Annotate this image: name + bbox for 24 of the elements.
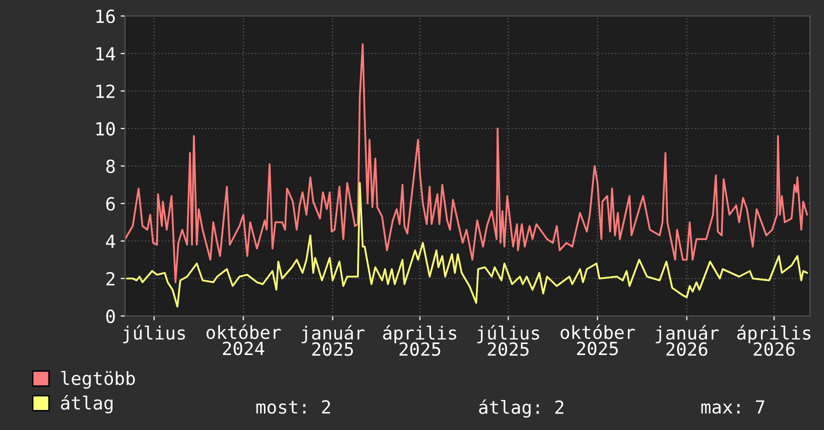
x-tick-label: január 2026	[656, 325, 719, 356]
x-tick-label: április 2026	[737, 325, 810, 356]
x-tick-label: április 2025	[383, 325, 456, 356]
x-tick-label: július 2025	[477, 325, 540, 356]
text: most: 2	[256, 400, 330, 414]
y-tick-label: 8	[106, 160, 115, 174]
y-tick-label: 4	[106, 234, 116, 248]
line-series	[125, 43, 808, 284]
legend-label: átlag	[60, 395, 112, 414]
y-tick-label: 0	[106, 310, 115, 324]
x-tick-label: július	[123, 325, 185, 344]
line-series	[126, 182, 808, 308]
legend-label: legtöbb	[61, 371, 135, 389]
y-tick-label: 2	[106, 272, 114, 286]
y-tick-label: 6	[106, 197, 115, 211]
text: átlag: 2	[479, 399, 564, 418]
y-tick-label: 10	[96, 122, 115, 136]
x-tick-label: október 2025	[560, 324, 635, 356]
y-tick-label: 12	[96, 84, 114, 98]
x-tick-label: január 2025	[302, 325, 365, 356]
x-tick-label: október 2024	[206, 324, 281, 356]
y-tick-label: 14	[96, 47, 116, 60]
y-tick-label: 16	[96, 10, 115, 24]
text: max: 7	[701, 400, 764, 414]
